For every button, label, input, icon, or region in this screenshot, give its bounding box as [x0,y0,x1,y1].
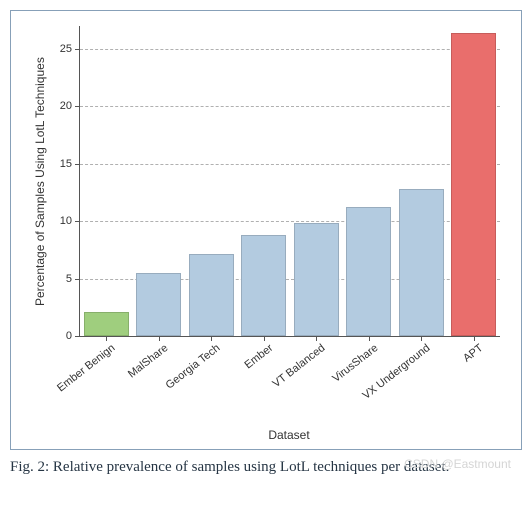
x-tick-label: Georgia Tech [215,342,222,351]
x-tick [316,336,317,341]
y-tick-label: 25 [60,43,72,55]
y-tick [75,49,80,50]
x-tick [106,336,107,341]
grid-line [80,164,500,165]
x-tick [264,336,265,341]
bar [346,207,391,336]
bar [241,235,286,336]
x-tick [369,336,370,341]
y-tick [75,106,80,107]
bar [399,189,444,336]
x-tick-label: VT Balanced [320,342,327,351]
y-tick-label: 5 [66,273,72,285]
y-tick-label: 20 [60,100,72,112]
y-tick [75,221,80,222]
bar-chart: 0510152025Ember BenignMalShareGeorgia Te… [79,26,500,337]
x-axis-label: Dataset [79,428,499,442]
y-tick-label: 0 [66,330,72,342]
bar [294,223,339,336]
y-tick-label: 10 [60,215,72,227]
y-tick [75,279,80,280]
grid-line [80,106,500,107]
grid-line [80,49,500,50]
bar [136,273,181,336]
x-tick [474,336,475,341]
x-tick-label: Ember [268,342,275,351]
watermark-text: CSDN @Eastmount [404,457,511,471]
x-tick [211,336,212,341]
y-axis-label: Percentage of Samples Using LotL Techniq… [33,57,47,306]
x-tick-label: VX Underground [425,342,432,351]
y-tick-label: 15 [60,158,72,170]
x-tick-label: MalShare [163,342,170,351]
y-tick [75,336,80,337]
x-tick [159,336,160,341]
bar [451,33,496,336]
bar [84,312,129,336]
x-tick-label: Ember Benign [110,342,117,351]
x-tick-label: APT [478,342,485,351]
x-tick [421,336,422,341]
bar [189,254,234,336]
x-tick-label: VirusShare [373,342,380,351]
figure-container: 0 5 10 15 20 25 Ember Benign MalShare Georgia Te… [10,10,522,450]
y-tick [75,164,80,165]
